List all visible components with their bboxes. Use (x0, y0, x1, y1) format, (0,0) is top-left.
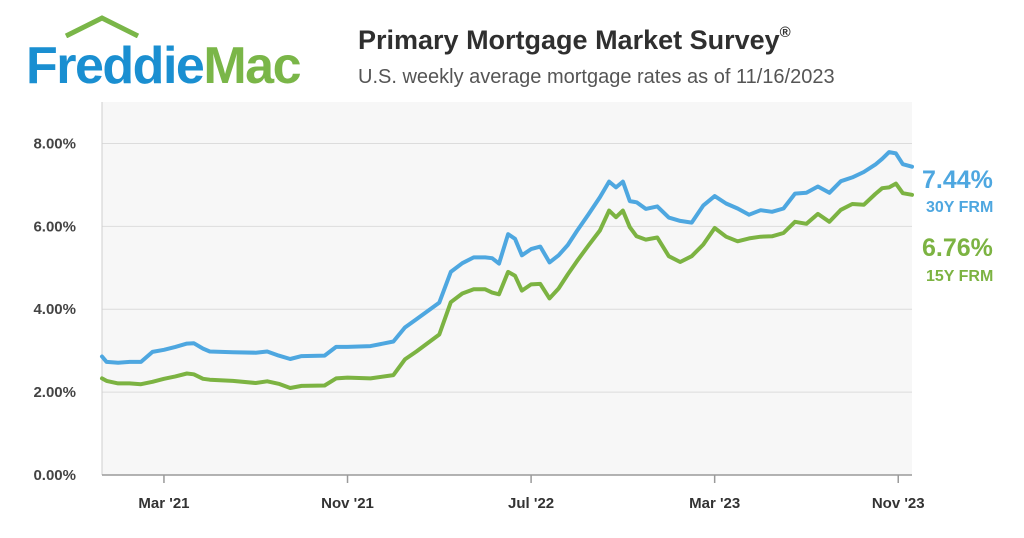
x-axis: Mar '21 Nov '21 Jul '22 Mar '23 Nov '23 (138, 475, 925, 512)
y-tick-label: 8.00% (33, 135, 76, 152)
x-tick-label: Jul '22 (508, 495, 554, 512)
series-lines (100, 150, 914, 390)
chart-title: Primary Mortgage Market Survey® (358, 24, 791, 56)
gridlines (101, 102, 912, 476)
series-name-30y-frm: 30Y FRM (926, 199, 993, 216)
series-line-15y-frm (100, 181, 914, 390)
y-tick-label: 2.00% (33, 384, 76, 401)
y-axis: 0.00% 2.00% 4.00% 6.00% 8.00% (33, 135, 76, 484)
series-name-15y-frm: 15Y FRM (926, 268, 993, 285)
x-tick-label: Nov '23 (872, 495, 925, 512)
x-tick-label: Mar '21 (138, 495, 189, 512)
y-tick-label: 6.00% (33, 218, 76, 235)
brand-wordmark: FreddieMac (26, 37, 301, 95)
plot-area (102, 102, 912, 475)
series-line-30y-frm (100, 150, 914, 365)
freddie-mac-logo: FreddieMac (20, 14, 330, 94)
chart-title-text: Primary Mortgage Market Survey (358, 25, 780, 55)
chart-subtitle: U.S. weekly average mortgage rates as of… (358, 66, 835, 88)
y-tick-label: 0.00% (33, 467, 76, 484)
x-tick-label: Mar '23 (689, 495, 740, 512)
brand-name-freddie: Freddie (26, 37, 205, 95)
y-tick-label: 4.00% (33, 301, 76, 318)
x-tick-label: Nov '21 (321, 495, 374, 512)
end-value-30y-frm: 7.44% (922, 166, 993, 194)
house-roof-icon (64, 15, 140, 38)
end-value-15y-frm: 6.76% (922, 234, 993, 262)
brand-name-mac: Mac (203, 37, 301, 95)
series-end-labels: 7.44% 30Y FRM 6.76% 15Y FRM (922, 166, 993, 285)
registered-mark: ® (779, 24, 791, 41)
